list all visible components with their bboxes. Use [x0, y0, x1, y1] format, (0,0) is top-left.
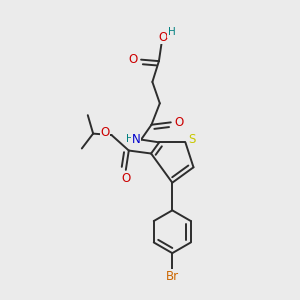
Text: S: S — [188, 134, 196, 146]
Text: O: O — [100, 126, 109, 139]
Text: H: H — [126, 134, 134, 144]
Text: O: O — [175, 116, 184, 129]
Text: O: O — [159, 31, 168, 44]
Text: H: H — [168, 27, 176, 37]
Text: Br: Br — [166, 270, 179, 283]
Text: O: O — [128, 53, 137, 66]
Text: O: O — [121, 172, 130, 185]
Text: N: N — [132, 133, 141, 146]
